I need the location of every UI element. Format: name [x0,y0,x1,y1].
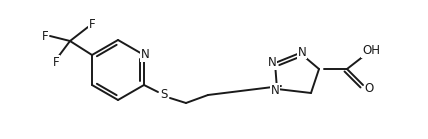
Text: N: N [297,45,306,59]
Text: F: F [42,29,48,43]
Text: OH: OH [362,44,380,58]
Text: S: S [160,89,168,101]
Text: N: N [268,56,276,70]
Text: O: O [364,83,374,95]
Text: N: N [141,49,149,61]
Text: N: N [270,84,279,96]
Text: F: F [53,55,59,69]
Text: F: F [89,18,95,30]
